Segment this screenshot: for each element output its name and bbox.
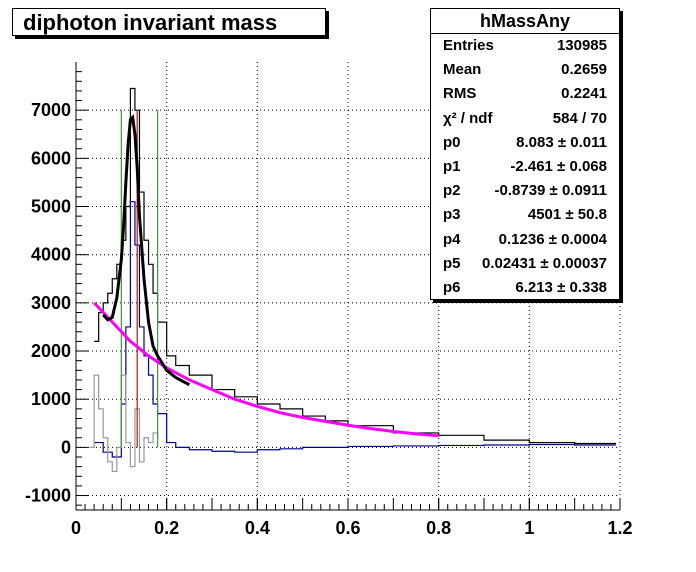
stats-row: p5 0.02431 ± 0.00037	[431, 252, 619, 276]
stats-row-value: -2.461 ± 0.068	[510, 157, 607, 175]
stats-row-name: Entries	[443, 37, 494, 54]
stats-row-name: RMS	[443, 85, 477, 103]
stats-row: χ² / ndf 584 / 70	[431, 107, 619, 131]
x-tick-label: 0.8	[426, 518, 451, 538]
stats-box: hMassAny Entries 130985 Mean 0.2659 RMS 0.224…	[430, 8, 620, 300]
y-tick-label: 5000	[31, 197, 71, 217]
y-tick-label: 3000	[31, 293, 71, 313]
stats-row: RMS 0.2241	[431, 82, 619, 106]
stats-row-name: Mean	[443, 61, 482, 79]
stats-row-name: p1	[443, 157, 461, 175]
stats-row-value: -0.8739 ± 0.0911	[494, 182, 608, 200]
stats-row-value: 130985	[556, 37, 607, 54]
stats-row: p2 -0.8739 ± 0.0911	[431, 179, 619, 203]
stats-row-name: p6	[443, 278, 461, 296]
stats-row-value: 584 / 70	[552, 109, 607, 127]
stats-row: Mean 0.2659	[431, 58, 619, 82]
chart-title: diphoton invariant mass	[12, 8, 326, 36]
stats-row: p3 4501 ± 50.8	[431, 203, 619, 227]
stats-row: p6 6.213 ± 0.338	[431, 276, 619, 300]
y-tick-label: 6000	[31, 148, 71, 168]
y-tick-label: 4000	[31, 245, 71, 265]
y-tick-label: 0	[61, 437, 71, 457]
y-tick-label: 7000	[31, 100, 71, 120]
total-fit-curve	[102, 114, 191, 387]
stats-row-name: p5	[443, 254, 461, 272]
stats-row: p0 8.083 ± 0.011	[431, 131, 619, 155]
stats-title: hMassAny	[431, 9, 619, 34]
stats-row: p4 0.1236 ± 0.0004	[431, 228, 619, 252]
stats-row-value: 0.02431 ± 0.00037	[481, 254, 607, 272]
x-tick-label: 1.2	[607, 518, 632, 538]
stats-row-value: 0.1236 ± 0.0004	[498, 230, 607, 248]
stats-row-name: p4	[443, 230, 461, 248]
y-tick-label: -1000	[25, 486, 71, 506]
histogram-series-3	[89, 374, 159, 473]
stats-row: p1 -2.461 ± 0.068	[431, 155, 619, 179]
stats-row-value: 4501 ± 50.8	[527, 206, 607, 224]
stats-row-value: 8.083 ± 0.011	[516, 133, 607, 151]
x-tick-label: 0.4	[245, 518, 270, 538]
stats-row-name: p3	[443, 206, 461, 224]
x-tick-label: 0	[71, 518, 81, 538]
stats-row: Entries 130985	[431, 34, 619, 58]
stats-row-value: 0.2659	[561, 61, 607, 79]
x-tick-label: 0.6	[335, 518, 360, 538]
stats-row-value: 0.2241	[561, 85, 607, 103]
stats-row-value: 6.213 ± 0.338	[515, 278, 607, 296]
stats-row-name: χ² / ndf	[443, 109, 493, 127]
y-tick-label: 2000	[31, 341, 71, 361]
x-tick-label: 0.2	[154, 518, 179, 538]
histogram-series-2	[94, 201, 616, 458]
stats-row-name: p0	[443, 133, 461, 151]
y-tick-label: 1000	[31, 389, 71, 409]
stats-row-name: p2	[443, 182, 461, 200]
x-tick-label: 1	[524, 518, 534, 538]
background-fit-curve	[93, 301, 439, 438]
